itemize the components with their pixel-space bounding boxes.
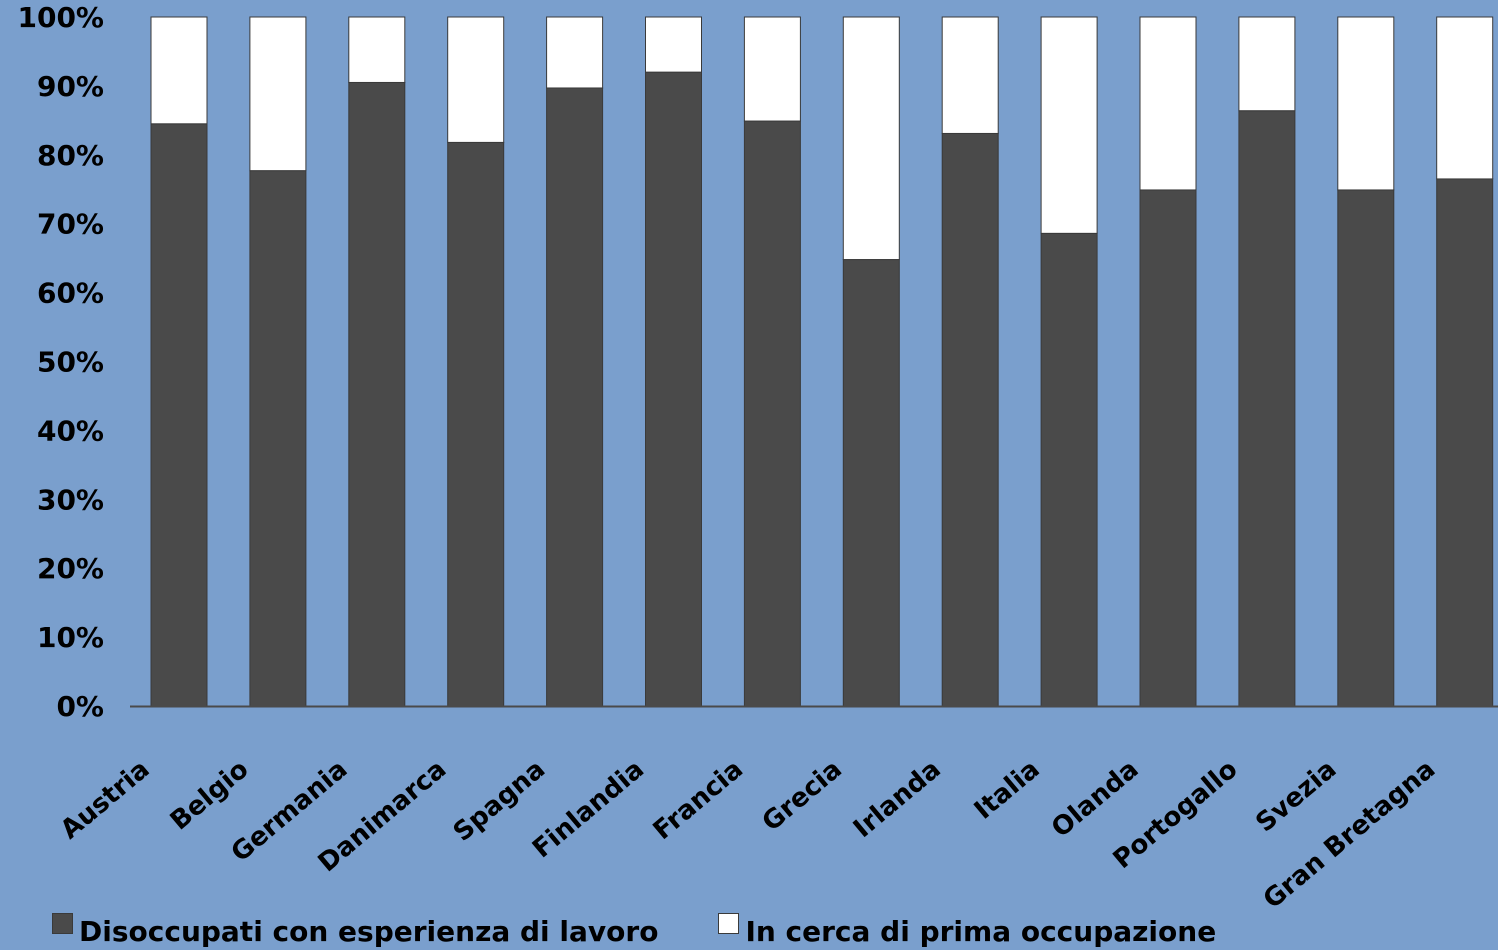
bar-segment-series-1 — [1040, 232, 1098, 707]
bar-segment-series-2 — [645, 16, 702, 73]
bar-segment-series-2 — [447, 16, 505, 143]
x-category-label: Austria — [55, 754, 155, 845]
legend-label-series-2: In cerca di prima occupazione — [745, 914, 1217, 948]
bar-segment-series-1 — [249, 170, 307, 707]
bar-segment-series-2 — [348, 16, 406, 83]
y-tick-label: 10% — [37, 621, 104, 654]
bars — [150, 16, 1494, 707]
x-category-label: Svezia — [1250, 754, 1342, 838]
bar-segment-series-1 — [1238, 110, 1296, 707]
legend-label-series-1: Disoccupati con esperienza di lavoro — [79, 914, 659, 948]
x-category-label: Belgio — [165, 754, 255, 836]
y-tick-label: 40% — [37, 414, 104, 447]
y-tick-label: 0% — [56, 690, 104, 723]
legend-swatch-series-1 — [52, 912, 73, 934]
y-axis-ticks: 0% 10% 20% 30% 40% 50% 60% 70% 80% 90% 100% — [17, 1, 104, 723]
y-tick-label: 80% — [37, 139, 104, 172]
bar-segment-series-1 — [645, 71, 702, 707]
bar-segment-series-1 — [348, 81, 406, 707]
bar-segment-series-1 — [546, 87, 604, 707]
y-tick-label: 100% — [17, 1, 104, 34]
bar-segment-series-2 — [1436, 16, 1494, 180]
bar-segment-series-2 — [1139, 16, 1197, 191]
bar-segment-series-2 — [842, 16, 900, 261]
bar-segment-series-2 — [1238, 16, 1296, 112]
y-tick-label: 60% — [37, 277, 104, 310]
x-category-label: Francia — [648, 754, 749, 846]
bar-segment-series-1 — [941, 132, 999, 707]
bar-segment-series-2 — [1337, 16, 1395, 191]
x-category-label: Italia — [969, 754, 1046, 825]
y-tick-label: 20% — [37, 552, 104, 585]
y-tick-label: 70% — [37, 208, 104, 241]
bar-segment-series-2 — [249, 16, 307, 172]
y-tick-label: 90% — [37, 70, 104, 103]
bar-segment-series-1 — [743, 120, 801, 707]
bar-segment-series-2 — [743, 16, 801, 122]
bar-segment-series-2 — [150, 16, 208, 125]
y-tick-label: 50% — [37, 346, 104, 379]
legend-item-series-2: In cerca di prima occupazione — [718, 912, 1217, 948]
legend-item-series-1: Disoccupati con esperienza di lavoro — [52, 912, 659, 948]
bar-segment-series-2 — [941, 16, 999, 134]
bar-segment-series-2 — [1040, 16, 1098, 234]
legend-swatch-series-2 — [718, 912, 740, 934]
bar-segment-series-1 — [842, 259, 900, 707]
bar-segment-series-1 — [1436, 178, 1494, 707]
bar-segment-series-1 — [1337, 189, 1395, 707]
y-tick-label: 30% — [37, 483, 104, 516]
x-category-label: Irlanda — [848, 754, 947, 844]
x-category-label: Olanda — [1046, 754, 1144, 843]
x-category-label: Gran Bretagna — [1258, 754, 1441, 915]
bar-segment-series-1 — [1139, 189, 1197, 707]
bar-segment-series-1 — [447, 141, 505, 707]
x-axis-labels: Austria BelgioGermaniaDanimarcaSpagnaFinl… — [55, 754, 1441, 915]
bar-segment-series-2 — [546, 16, 604, 89]
x-category-label: Grecia — [757, 754, 848, 837]
legend: Disoccupati con esperienza di lavoro In … — [52, 912, 1276, 950]
bar-segment-series-1 — [150, 123, 208, 707]
